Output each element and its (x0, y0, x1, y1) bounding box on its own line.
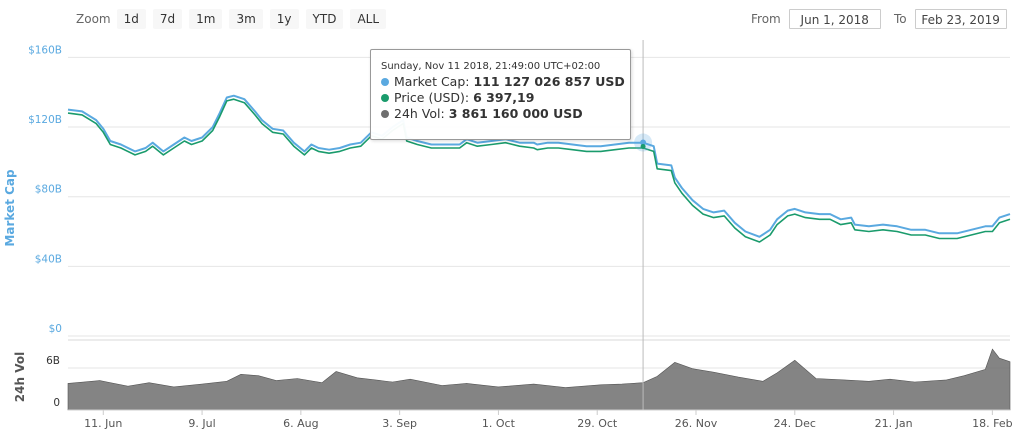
y-tick-label: $160B (28, 44, 62, 56)
zoom-7d-button[interactable]: 7d (152, 9, 183, 29)
zoom-3m-button[interactable]: 3m (229, 9, 263, 29)
zoom-1d-button[interactable]: 1d (116, 9, 146, 29)
x-tick-label: 11. Jun (84, 417, 122, 430)
zoom-ytd-button[interactable]: YTD (305, 9, 344, 29)
tooltip-value: 111 127 026 857 USD (473, 74, 625, 89)
y-tick-label: $80B (35, 184, 62, 196)
y-tick-label: $40B (35, 253, 62, 265)
tooltip-value: 3 861 160 000 USD (448, 106, 583, 121)
volume-area (67, 348, 1011, 411)
volume-layer (67, 348, 1011, 411)
x-tick-label: 26. Nov (675, 417, 718, 430)
tooltip-label: Market Cap: (394, 74, 470, 89)
market-cap-dot-icon (381, 78, 389, 86)
axis-layer: $0 $40B $80B $120B $160B 0 6B 11. Jun 9. Jul 6. A… (28, 44, 1013, 430)
price-hover-point (640, 144, 646, 150)
tooltip: Sunday, Nov 11 2018, 21:49:00 UTC+02:00 … (370, 49, 631, 140)
x-tick-label: 21. Jan (875, 417, 913, 430)
y-tick-label: $120B (28, 114, 62, 126)
price-dot-icon (381, 94, 389, 102)
x-tick-label: 18. Feb (972, 417, 1012, 430)
volume-tick-label: 0 (53, 397, 60, 409)
range-to: To Feb 23, 2019 (894, 8, 1007, 30)
series-layer (67, 40, 1011, 410)
zoom-1m-button[interactable]: 1m (189, 9, 223, 29)
x-tick-label: 29. Oct (577, 417, 618, 430)
to-label: To (894, 12, 907, 26)
y-tick-label: $0 (49, 323, 62, 335)
zoom-all-button[interactable]: ALL (350, 9, 387, 29)
from-label: From (751, 12, 781, 26)
market-cap-hover-point (640, 139, 647, 146)
x-tick-label: 6. Aug (283, 417, 318, 430)
range-from: From Jun 1, 2018 (751, 8, 881, 30)
x-tick-label: 3. Sep (382, 417, 417, 430)
from-date-input[interactable]: Jun 1, 2018 (788, 9, 881, 29)
x-tick-label: 1. Oct (482, 417, 516, 430)
volume-tick-label: 6B (46, 355, 60, 367)
tooltip-label: 24h Vol: (394, 106, 445, 121)
zoom-label: Zoom (76, 12, 111, 26)
x-tick-label: 9. Jul (188, 417, 215, 430)
zoom-toolbar: Zoom 1d 7d 1m 3m 1y YTD ALL (76, 8, 393, 30)
tooltip-label: Price (USD): (394, 90, 470, 105)
x-tick-label: 24. Dec (774, 417, 816, 430)
zoom-1y-button[interactable]: 1y (269, 9, 299, 29)
volume-dot-icon (381, 110, 389, 118)
tooltip-row-market-cap: Market Cap: 111 127 026 857 USD (381, 74, 630, 90)
tooltip-value: 6 397,19 (473, 90, 535, 105)
price-line (67, 98, 1011, 243)
to-date-input[interactable]: Feb 23, 2019 (914, 9, 1007, 29)
tooltip-date: Sunday, Nov 11 2018, 21:49:00 UTC+02:00 (381, 61, 601, 72)
tooltip-row-price: Price (USD): 6 397,19 (381, 90, 630, 106)
y-axis-title-volume: 24h Vol (13, 352, 27, 402)
market-cap-line (67, 94, 1011, 238)
y-axis-title-market-cap: Market Cap (3, 169, 17, 247)
tooltip-row-volume: 24h Vol: 3 861 160 000 USD (381, 106, 630, 122)
